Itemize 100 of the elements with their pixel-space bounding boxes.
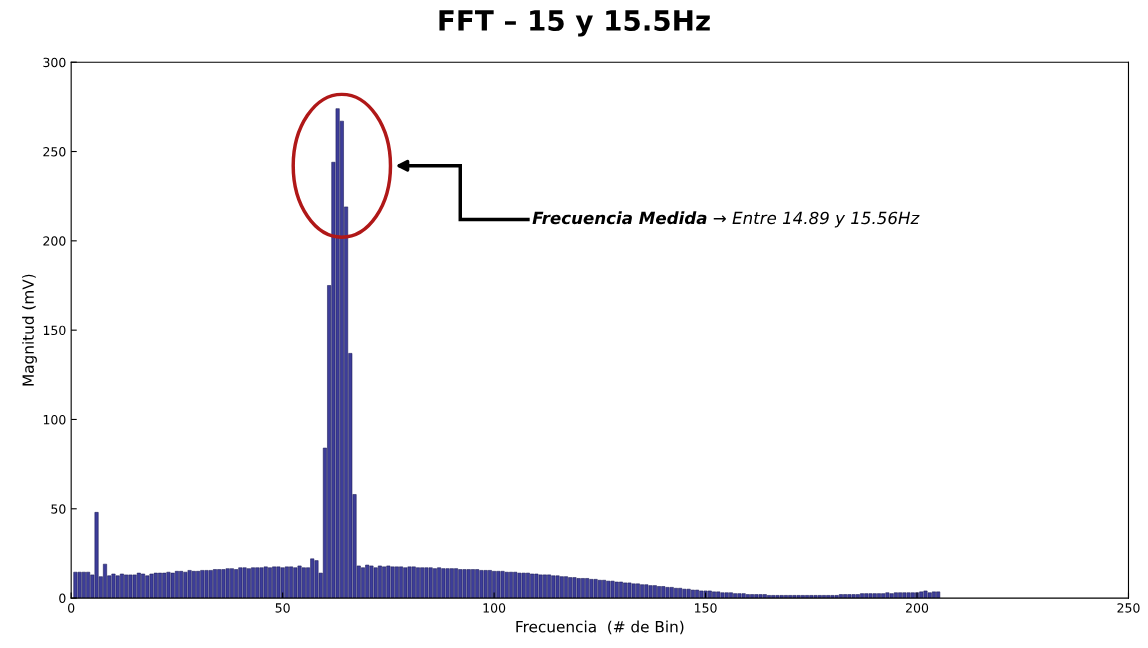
bar [530, 573, 535, 599]
bar [699, 590, 704, 599]
bar [238, 567, 243, 599]
bar [551, 575, 556, 599]
bar [919, 591, 924, 599]
bar [204, 570, 209, 599]
bar [483, 570, 488, 599]
bar [369, 565, 374, 599]
bar [690, 589, 695, 599]
bar [661, 586, 666, 599]
bar [487, 570, 492, 599]
bar [885, 592, 890, 599]
bar [538, 574, 543, 599]
bar [779, 595, 784, 599]
bar [534, 573, 539, 599]
bar [716, 591, 721, 599]
bar [141, 573, 146, 599]
bar [889, 593, 894, 599]
bar [365, 564, 370, 599]
bar [234, 569, 239, 599]
bar [728, 592, 733, 599]
bar [504, 571, 509, 599]
bar [208, 570, 213, 599]
x-tick-label: 150 [695, 603, 717, 613]
bar [424, 567, 429, 599]
bar [572, 577, 577, 599]
bar [547, 574, 552, 599]
bar [559, 576, 564, 599]
bar [153, 572, 158, 599]
bar [119, 573, 124, 599]
bar [128, 574, 133, 599]
x-axis-title: Frecuencia (# de Bin) [516, 620, 684, 635]
bar [390, 566, 395, 599]
bar [496, 571, 501, 599]
bar [297, 565, 302, 599]
bar [631, 583, 636, 599]
bar [555, 575, 560, 599]
y-tick-label: 200 [43, 236, 66, 246]
bar [623, 582, 628, 599]
bar [593, 579, 598, 599]
bar [263, 566, 268, 599]
bar [927, 592, 932, 599]
y-tick-label: 150 [43, 325, 66, 336]
bar [445, 568, 450, 599]
x-tick-label: 0 [68, 603, 75, 613]
bar [293, 567, 298, 599]
bar [284, 566, 289, 599]
bar [276, 566, 281, 599]
bar [724, 592, 729, 599]
bar [902, 592, 907, 599]
bar [170, 572, 175, 599]
bar [217, 569, 222, 599]
bar [73, 571, 78, 599]
bar [382, 566, 387, 599]
x-tick-label: 100 [483, 603, 506, 613]
bar [635, 583, 640, 599]
bar [149, 573, 154, 599]
bar [669, 587, 674, 599]
bar [242, 567, 247, 599]
bar [255, 567, 260, 599]
bar [898, 592, 903, 599]
bar [229, 568, 234, 599]
bar [81, 571, 86, 599]
bar [394, 566, 399, 599]
bar [386, 565, 391, 599]
bar [855, 594, 860, 599]
bar [267, 567, 272, 599]
y-tick-label: 0 [59, 593, 66, 604]
bar [77, 571, 82, 599]
bar [610, 580, 615, 599]
bar [314, 560, 319, 599]
bar [893, 592, 898, 599]
bar [525, 572, 530, 599]
bar [289, 566, 294, 599]
bar [648, 585, 653, 599]
bar [200, 570, 205, 599]
bar [695, 589, 700, 599]
bar [521, 572, 526, 599]
bar [475, 569, 480, 599]
bar [923, 590, 928, 599]
bar [179, 571, 184, 599]
bar [124, 574, 129, 599]
bar [221, 569, 226, 599]
bar [500, 571, 505, 599]
bar [187, 570, 192, 599]
bar [576, 578, 581, 599]
bar [568, 577, 573, 599]
bar [86, 571, 91, 599]
bar [377, 565, 382, 599]
bar [606, 580, 611, 599]
bar [652, 585, 657, 599]
bar [301, 567, 306, 599]
bar [640, 584, 645, 599]
bar [466, 569, 471, 599]
bar [166, 571, 171, 599]
bar [335, 108, 340, 599]
bar [246, 568, 251, 599]
bar [741, 593, 746, 599]
bar [517, 572, 522, 599]
bar [686, 588, 691, 599]
